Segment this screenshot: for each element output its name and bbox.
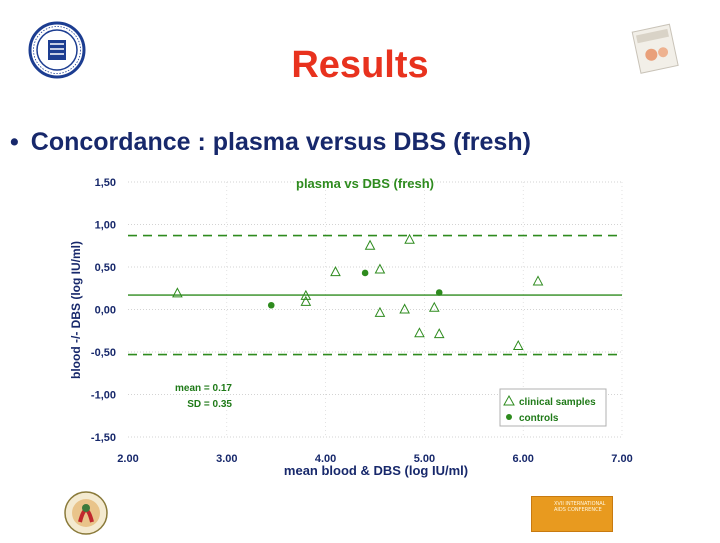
point-control	[435, 289, 443, 296]
x-tick-label: 5.00	[414, 453, 435, 465]
point-clinical-sample	[399, 303, 410, 314]
legend-entry-controls: controls	[519, 413, 559, 424]
point-clinical-sample	[532, 275, 544, 286]
chart-legend: clinical samples controls	[499, 388, 607, 427]
point-clinical-sample	[172, 287, 183, 298]
legend-entry-clinical-samples: clinical samples	[519, 397, 596, 408]
bullet-point: • Concordance : plasma versus DBS (fresh)	[10, 128, 531, 157]
legend-circle-marker	[506, 414, 512, 420]
y-tick-label: 1,00	[95, 220, 116, 232]
x-tick-label: 3.00	[216, 453, 237, 465]
x-tick-label: 4.00	[315, 453, 336, 465]
mean-annotation: mean = 0.17	[175, 383, 232, 394]
point-clinical-sample	[404, 233, 415, 244]
point-clinical-sample	[433, 328, 445, 339]
legend-triangle-marker	[503, 394, 515, 406]
point-clinical-sample	[300, 295, 312, 306]
y-tick-label: 0,00	[95, 305, 116, 317]
point-clinical-sample	[374, 263, 386, 274]
y-tick-label: 1,50	[95, 177, 116, 189]
y-tick-label: -1,00	[91, 390, 116, 402]
sd-annotation: SD = 0.35	[187, 399, 232, 410]
y-axis-label: blood -/- DBS (log IU/ml)	[69, 241, 83, 379]
y-tick-label: -0,50	[91, 347, 116, 359]
point-clinical-sample	[428, 301, 440, 312]
x-tick-label: 6.00	[512, 453, 533, 465]
chart-title: plasma vs DBS (fresh)	[296, 176, 434, 191]
point-clinical-sample	[512, 339, 524, 351]
x-axis-label: mean blood & DBS (log IU/ml)	[284, 463, 468, 478]
y-tick-label: -1,50	[91, 432, 116, 444]
point-clinical-sample	[330, 266, 341, 277]
point-control	[361, 269, 369, 277]
point-clinical-sample	[374, 306, 386, 317]
slide-title: Results	[291, 44, 429, 86]
bullet-text: Concordance : plasma versus DBS (fresh)	[30, 128, 531, 156]
aids-conference-logo: XVII INTERNATIONAL AIDS CONFERENCE	[531, 496, 613, 532]
reference-lines	[128, 234, 622, 356]
university-seal-logo	[28, 20, 86, 85]
dried-blood-spot-card-image	[628, 22, 680, 79]
x-tick-labels: 2.00 3.00 4.00 5.00 6.00 7.00	[117, 453, 632, 465]
ribbon-logo	[62, 488, 110, 543]
y-tick-label: 0,50	[95, 262, 116, 274]
point-clinical-sample	[300, 289, 312, 300]
data-points	[172, 233, 544, 351]
x-tick-label: 7.00	[611, 453, 632, 465]
point-clinical-sample	[414, 327, 425, 338]
point-control	[267, 301, 275, 309]
y-tick-labels: 1,50 1,00 0,50 0,00 -0,50 -1,00 -1,50	[91, 177, 116, 444]
point-clinical-sample	[364, 239, 376, 250]
x-tick-label: 2.00	[117, 453, 138, 465]
bullet-symbol: •	[10, 128, 19, 156]
